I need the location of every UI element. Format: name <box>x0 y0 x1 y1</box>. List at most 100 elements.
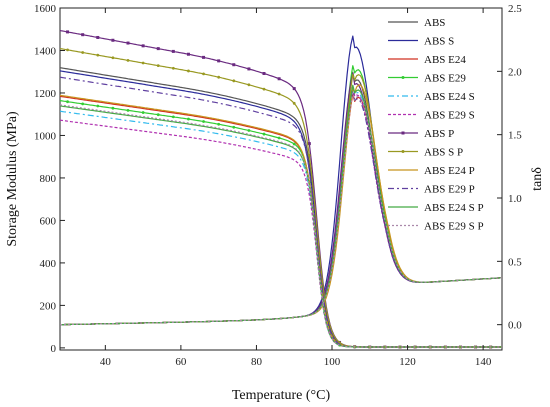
data-point <box>262 72 266 76</box>
data-point <box>307 142 311 146</box>
x-tick-label: 140 <box>475 356 492 368</box>
legend-label: ABS E29 <box>424 73 466 85</box>
legend-item: ABS S P <box>388 147 463 159</box>
data-point <box>187 69 190 73</box>
series-layer <box>59 29 503 349</box>
data-point <box>232 63 236 67</box>
storage-modulus-line <box>59 105 502 348</box>
y-left-tick-label: 600 <box>40 215 57 227</box>
legend: ABS ABS S ABS E24 ABS E29 ABS E24 S ABS E29 S… <box>388 17 484 233</box>
legend-label: ABS P <box>424 128 454 140</box>
data-point <box>217 122 221 126</box>
data-point <box>186 52 190 56</box>
series-abs-e29-s-p <box>59 92 503 348</box>
plot-frame <box>59 7 503 351</box>
legend-item: ABS E29 P <box>388 184 475 196</box>
data-point <box>171 66 175 70</box>
x-tick-label: 120 <box>399 356 416 368</box>
data-point <box>187 117 190 121</box>
legend-label: ABS S P <box>424 147 463 159</box>
data-point <box>292 142 296 146</box>
y-axis-left-title: Storage Modulus (MPa) <box>5 111 20 247</box>
y-left-tick-label: 400 <box>40 258 57 270</box>
series-abs-e29-s <box>59 85 503 348</box>
legend-label: ABS E29 S <box>424 110 475 122</box>
data-point <box>111 38 115 42</box>
data-point <box>111 106 115 110</box>
data-point <box>96 53 100 57</box>
y-right-tick-label: 1.0 <box>508 193 522 205</box>
x-tick-label: 60 <box>175 356 187 368</box>
legend-item: ABS E29 <box>388 73 466 85</box>
legend-label: ABS S <box>424 36 454 48</box>
legend-item: ABS E29 S <box>388 110 475 122</box>
y-axis-right-title: tanδ <box>530 167 545 191</box>
y-right-tick-label: 2.0 <box>508 66 522 78</box>
data-point <box>66 48 69 52</box>
data-point <box>247 129 251 132</box>
data-point <box>66 100 69 104</box>
data-point <box>66 30 70 34</box>
data-point <box>247 67 251 71</box>
legend-item: ABS E24 S P <box>388 202 484 214</box>
y-right-tick-label: 0.0 <box>508 320 522 332</box>
data-point <box>292 87 296 91</box>
data-point <box>156 113 160 117</box>
data-point <box>141 111 145 114</box>
data-point <box>96 35 100 39</box>
legend-marker <box>401 131 405 135</box>
data-point <box>96 104 100 108</box>
y-left-tick-label: 1600 <box>34 3 57 15</box>
data-point <box>217 75 221 79</box>
y-right-tick-label: 0.5 <box>508 256 522 268</box>
data-point <box>202 72 205 76</box>
data-point <box>141 44 145 48</box>
data-point <box>81 33 85 37</box>
legend-item: ABS P <box>388 128 454 140</box>
legend-label: ABS E29 S P <box>424 221 484 233</box>
legend-marker <box>401 150 405 153</box>
storage-modulus-line <box>59 110 502 348</box>
y-right-tick-label: 1.5 <box>508 130 522 142</box>
legend-item: ABS E24 S <box>388 91 475 103</box>
data-point <box>156 64 160 68</box>
storage-modulus-line <box>59 104 502 348</box>
data-point <box>262 87 266 91</box>
x-tick-label: 40 <box>100 356 112 368</box>
data-point <box>217 59 221 63</box>
y-right-tick-label: 2.5 <box>508 3 522 15</box>
y-left-tick-label: 1000 <box>34 130 57 142</box>
series-abs-e24-s <box>59 85 503 348</box>
series-abs-e24-s-p <box>59 84 503 348</box>
x-tick-label: 80 <box>251 356 263 368</box>
y-left-tick-label: 1200 <box>34 88 57 100</box>
data-point <box>126 58 130 62</box>
data-point <box>232 125 236 129</box>
legend-item: ABS S <box>388 36 454 48</box>
y-left-tick-label: 800 <box>40 173 57 185</box>
tan-delta-line <box>59 92 503 326</box>
y-left-tick-label: 200 <box>40 300 57 312</box>
data-point <box>277 77 281 81</box>
data-point <box>141 61 145 65</box>
data-point <box>292 101 296 105</box>
x-axis-title: Temperature (°C) <box>232 388 331 403</box>
data-point <box>277 92 281 96</box>
legend-label: ABS <box>424 17 445 29</box>
series-abs-e24-p <box>59 84 503 348</box>
y-left-tick-label: 0 <box>51 343 57 355</box>
legend-label: ABS E24 <box>424 54 466 66</box>
data-point <box>247 83 251 87</box>
data-point <box>156 47 160 51</box>
data-point <box>126 41 130 45</box>
legend-item: ABS E24 <box>388 54 466 66</box>
x-tick-label: 100 <box>324 356 341 368</box>
y-left-tick-label: 1400 <box>34 45 57 57</box>
legend-label: ABS E29 P <box>424 184 475 196</box>
data-point <box>81 51 85 54</box>
data-point <box>262 132 266 136</box>
legend-item: ABS E24 P <box>388 165 475 177</box>
data-point <box>171 49 175 53</box>
data-point <box>202 55 206 59</box>
